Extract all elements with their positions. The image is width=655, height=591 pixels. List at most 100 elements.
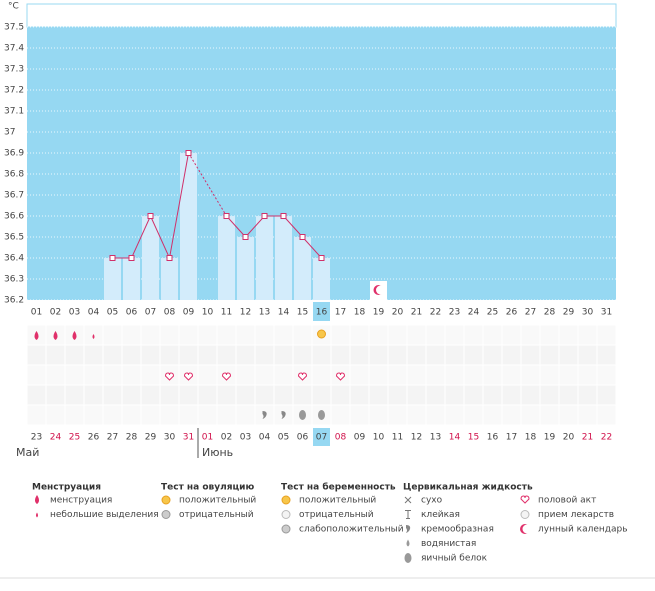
drop-icon: [406, 539, 410, 547]
date-label: 23: [31, 433, 42, 443]
date-label: 08: [335, 433, 347, 443]
symbol-cell: [331, 385, 350, 405]
top-band: [26, 3, 617, 28]
symbol-cell: [350, 345, 369, 365]
comma-icon: [262, 411, 267, 419]
symbol-cell: [217, 405, 236, 425]
temp-bar: [161, 258, 178, 300]
symbol-cell: [559, 345, 578, 365]
day-label: 27: [525, 308, 536, 318]
date-label: 01: [202, 433, 213, 443]
symbol-cell: [369, 345, 388, 365]
y-tick-label: 36.4: [4, 254, 24, 264]
symbol-cell: [84, 385, 103, 405]
temp-bar: [294, 237, 311, 300]
symbol-cell: [521, 325, 540, 345]
temp-point: [109, 255, 116, 261]
day-label: 09: [183, 308, 195, 318]
legend-item: лунный календарь: [538, 525, 628, 535]
plot-area: [27, 27, 616, 300]
legend-item: небольшие выделения: [50, 510, 159, 520]
drop-icon: [34, 331, 39, 340]
legend-item: положительный: [299, 496, 376, 506]
symbol-cell: [84, 345, 103, 365]
symbol-cell: [27, 365, 46, 385]
symbol-cell: [426, 385, 445, 405]
temp-point: [261, 213, 268, 219]
y-tick-label: 37: [4, 128, 15, 138]
temp-point: [242, 234, 249, 240]
icon: [53, 331, 58, 340]
symbol-cell: [84, 405, 103, 425]
heart-icon: [335, 372, 346, 381]
day-label: 06: [126, 308, 138, 318]
date-label: 30: [164, 433, 176, 443]
symbol-cell: [217, 385, 236, 405]
symbol-cell: [255, 365, 274, 385]
symbol-cell: [141, 325, 160, 345]
symbol-cell: [350, 385, 369, 405]
symbol-cell: [445, 325, 464, 345]
symbol-cell: [141, 345, 160, 365]
day-label: 04: [88, 308, 100, 318]
icon: [404, 553, 412, 563]
symbol-cell: [369, 365, 388, 385]
symbol-cell: [236, 345, 255, 365]
symbol-cell: [426, 405, 445, 425]
symbol-cell: [46, 345, 65, 365]
icon: [520, 495, 530, 504]
symbol-cell: [578, 345, 597, 365]
symbol-cell: [198, 365, 217, 385]
date-label: 06: [297, 433, 309, 443]
symbol-cell: [559, 405, 578, 425]
temp-point: [166, 255, 173, 261]
date-label: 25: [69, 433, 80, 443]
symbol-cell: [46, 405, 65, 425]
drop-icon: [72, 331, 77, 340]
date-label: 13: [430, 433, 441, 443]
symbol-cell: [274, 365, 293, 385]
day-label: 18: [354, 308, 366, 318]
icon: [297, 372, 308, 381]
symbol-cell: [312, 385, 331, 405]
legend-item: прием лекарств: [538, 510, 614, 520]
symbol-cell: [160, 405, 179, 425]
date-label: 07: [316, 433, 327, 443]
day-label: 03: [69, 308, 80, 318]
y-tick-label: 37.3: [4, 65, 24, 75]
moon-cut: [522, 524, 532, 534]
icon: [404, 496, 412, 504]
date-label: 29: [145, 433, 157, 443]
symbol-cell: [388, 345, 407, 365]
symbol-cell: [274, 385, 293, 405]
icon: [262, 411, 267, 419]
symbol-cell: [331, 345, 350, 365]
heart-icon: [164, 372, 175, 381]
symbol-cell: [407, 325, 426, 345]
symbol-cell: [217, 345, 236, 365]
icon: [406, 525, 411, 533]
y-tick-label: 36.9: [4, 149, 24, 159]
date-label: 22: [601, 433, 612, 443]
date-label: 02: [221, 433, 232, 443]
legend-item: сухо: [421, 496, 443, 506]
temp-point: [128, 255, 135, 261]
symbol-cell: [597, 345, 616, 365]
symbol-cell: [388, 325, 407, 345]
comma-icon: [281, 411, 286, 419]
symbol-cell: [597, 385, 616, 405]
temp-point: [280, 213, 287, 219]
symbol-cell: [521, 365, 540, 385]
current-day-bg: [313, 302, 330, 321]
symbol-cell: [388, 365, 407, 385]
temp-bar: [180, 153, 197, 300]
day-label: 01: [31, 308, 42, 318]
symbol-cell: [122, 365, 141, 385]
icon: [35, 495, 39, 504]
day-label: 15: [297, 308, 308, 318]
symbol-cell: [312, 345, 331, 365]
symbol-cell: [46, 365, 65, 385]
month-label: Июнь: [202, 446, 233, 459]
symbol-cell: [597, 325, 616, 345]
symbol-cell: [198, 405, 217, 425]
